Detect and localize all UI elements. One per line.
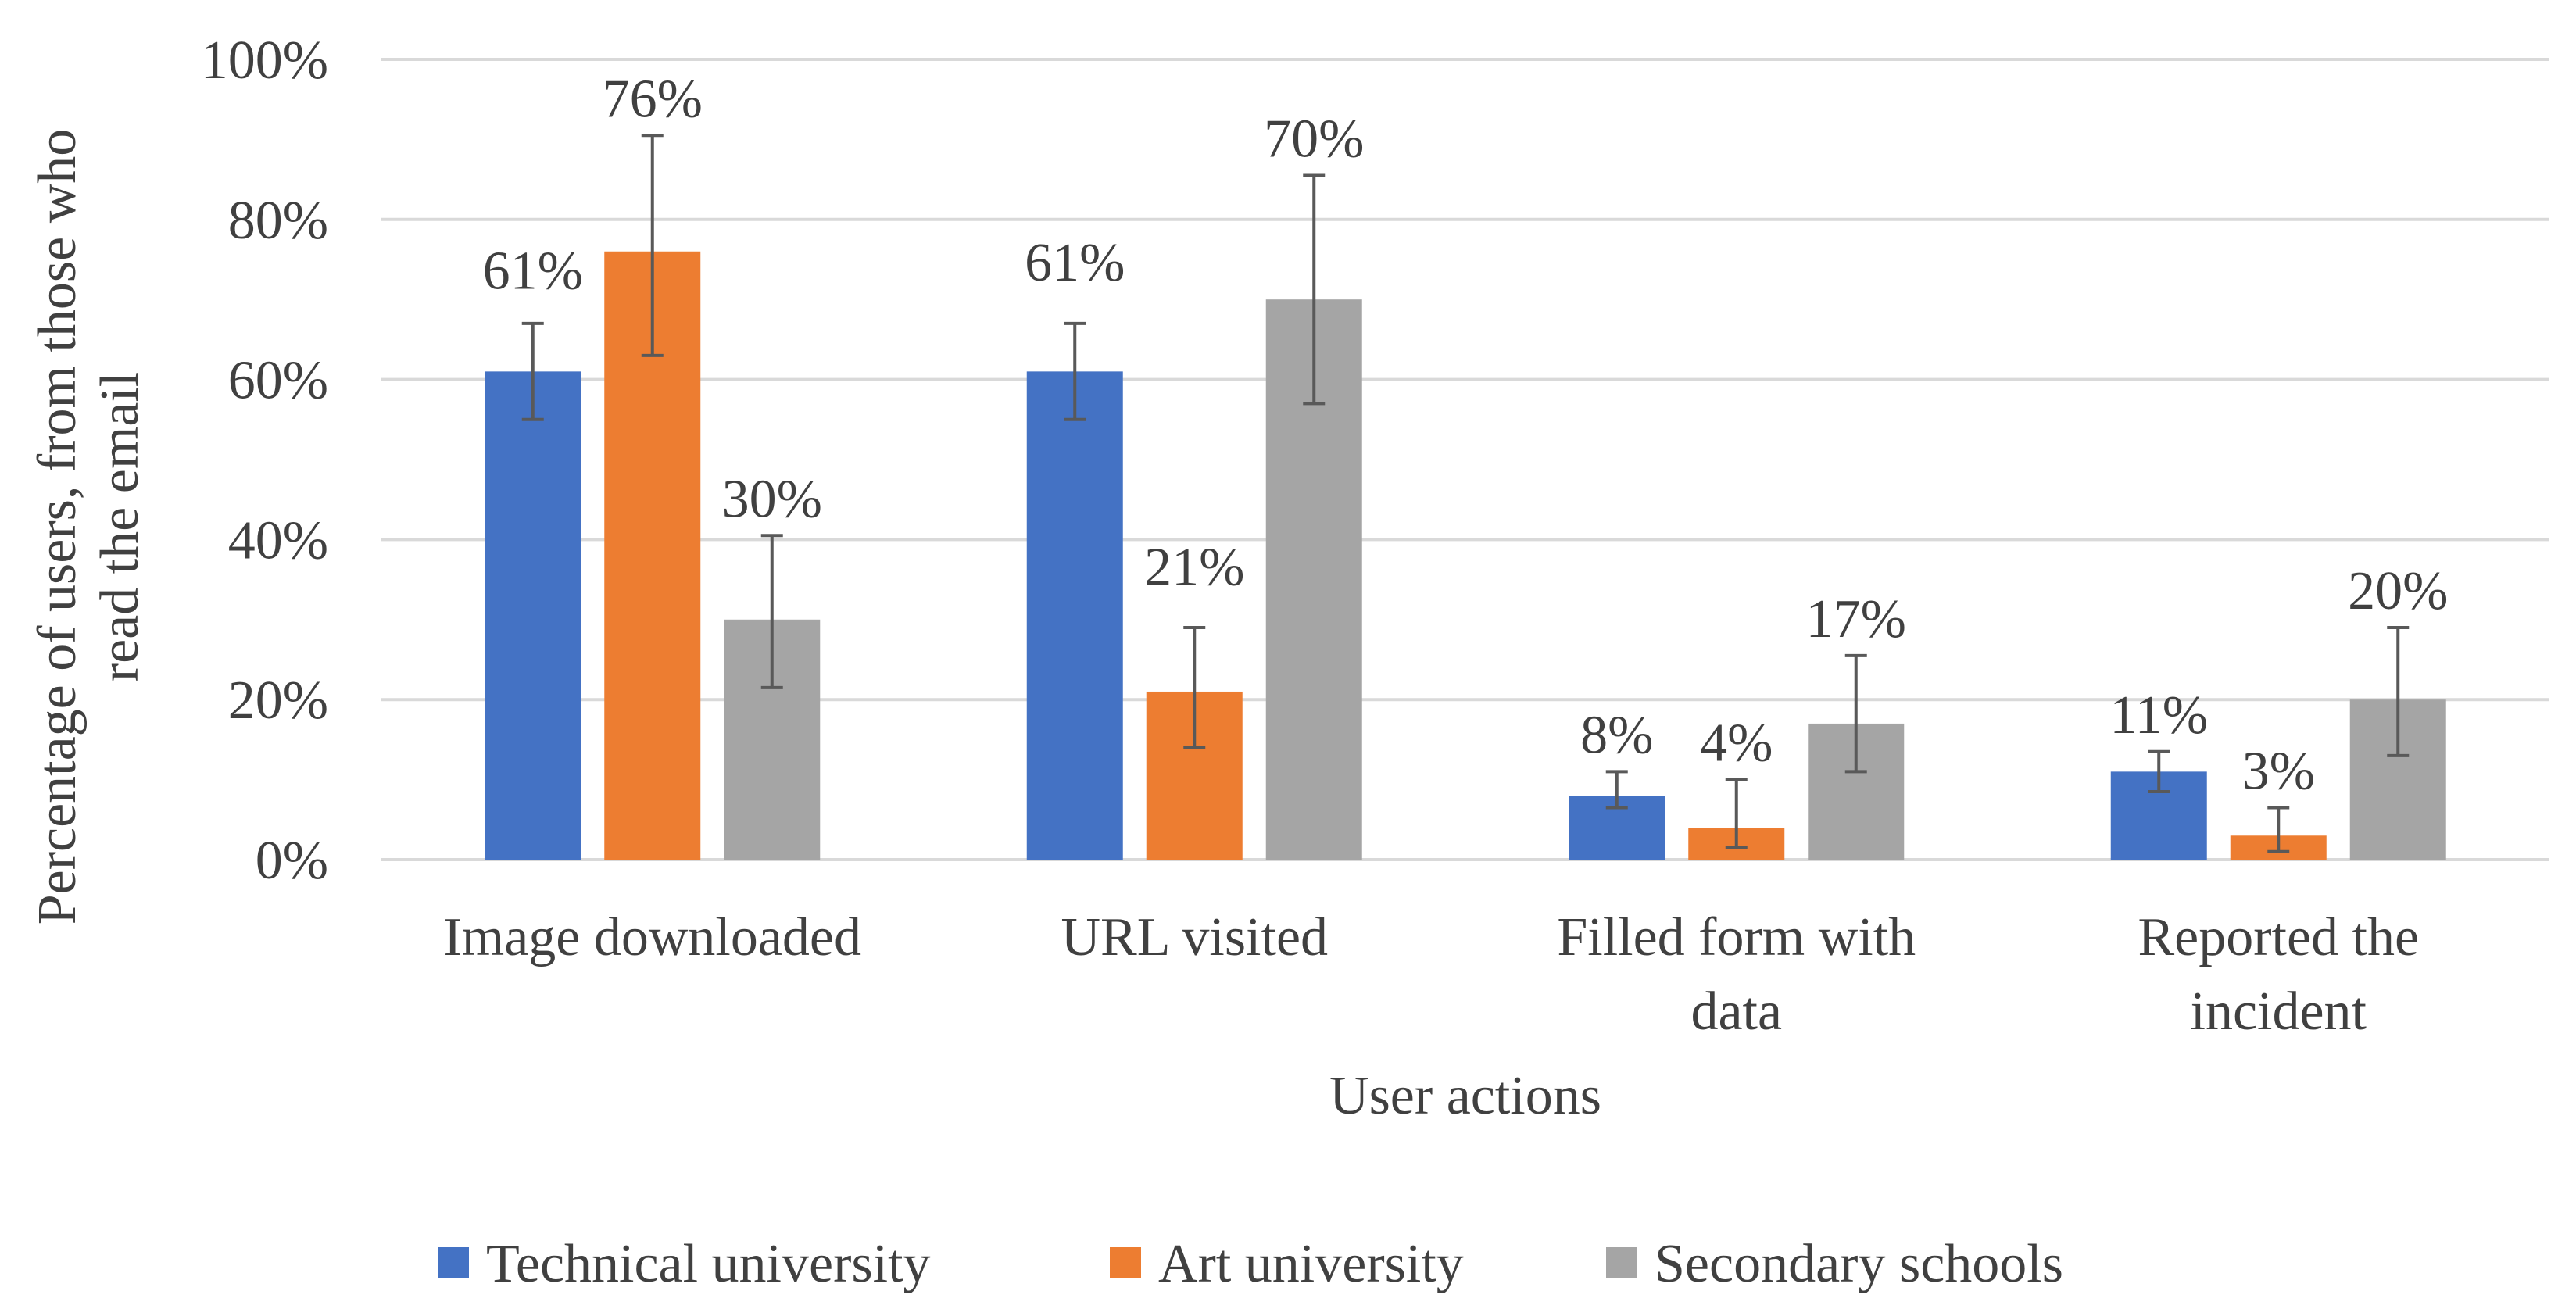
x-tick-label: URL visited xyxy=(1061,907,1328,967)
data-label: 70% xyxy=(1264,109,1364,169)
error-bars xyxy=(521,134,2410,853)
data-label: 11% xyxy=(2109,685,2208,746)
x-tick-label: Reported the xyxy=(2138,907,2419,967)
data-label: 20% xyxy=(2348,561,2448,621)
legend-swatch xyxy=(1110,1247,1141,1278)
data-label: 4% xyxy=(1700,713,1773,774)
y-tick-label: 0% xyxy=(256,831,328,891)
gridlines xyxy=(381,58,2549,861)
bars xyxy=(485,251,2446,860)
data-label: 30% xyxy=(722,469,822,529)
bar xyxy=(1026,371,1123,860)
data-label: 61% xyxy=(483,241,583,301)
axes: User actions 0% 20% 40% 60% 80% 100% Percentag… xyxy=(27,30,2419,1126)
legend: Technical university Art university Second… xyxy=(438,1234,2063,1294)
y-tick-label: 20% xyxy=(228,671,328,731)
x-tick-label: data xyxy=(1690,982,1782,1042)
y-tick-label: 100% xyxy=(201,30,328,91)
data-label: 76% xyxy=(603,69,703,129)
legend-label: Art university xyxy=(1158,1234,1464,1294)
data-label: 21% xyxy=(1144,537,1244,597)
x-tick-label: Filled form with xyxy=(1557,907,1916,967)
legend-swatch xyxy=(438,1247,469,1278)
data-label: 3% xyxy=(2242,741,2315,801)
data-label: 17% xyxy=(1806,589,1906,649)
y-axis-title: read the email xyxy=(90,372,150,681)
data-label: 8% xyxy=(1580,705,1653,765)
y-axis-title: Percentage of users, from those who xyxy=(27,129,88,925)
legend-swatch xyxy=(1606,1247,1637,1278)
data-labels: 61% 76% 30% 61% 21% 70% 8% 4% 17% 11% 3% 20% xyxy=(483,69,2449,801)
y-tick-label: 60% xyxy=(228,351,328,411)
data-label: 61% xyxy=(1025,233,1125,293)
legend-label: Technical university xyxy=(486,1234,931,1294)
legend-label: Secondary schools xyxy=(1655,1234,2063,1294)
y-tick-label: 40% xyxy=(228,510,328,570)
x-axis-title: User actions xyxy=(1329,1066,1601,1126)
x-tick-label: Image downloaded xyxy=(443,907,861,967)
bar xyxy=(485,371,581,860)
x-tick-label: incident xyxy=(2191,982,2367,1042)
y-tick-label: 80% xyxy=(228,191,328,251)
